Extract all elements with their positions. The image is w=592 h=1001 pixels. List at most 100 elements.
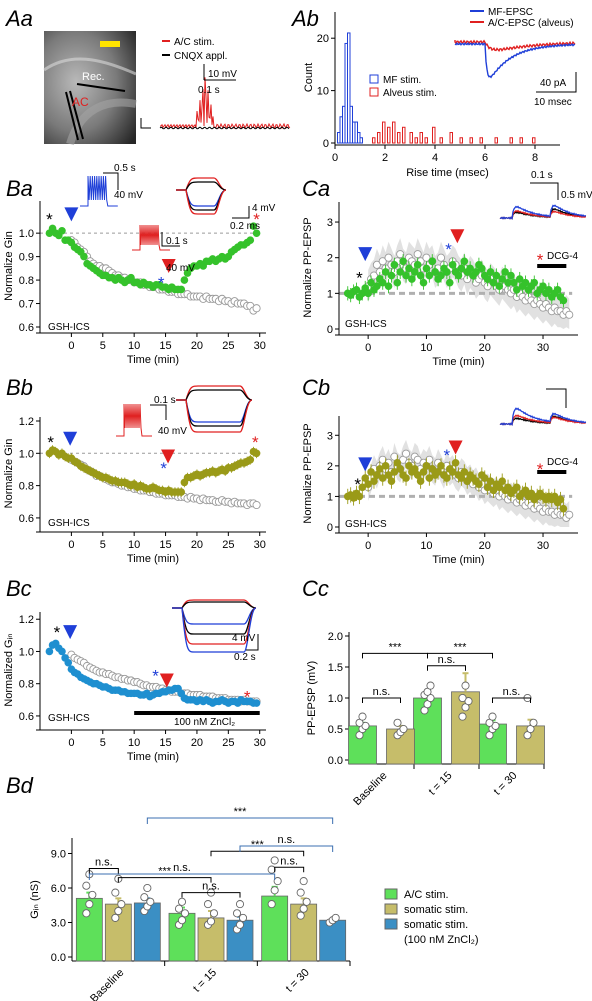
star-marker: * xyxy=(160,459,167,478)
filled-data-point xyxy=(252,229,261,237)
individual-point xyxy=(426,681,435,690)
triangle-marker xyxy=(161,259,176,273)
filled-data-point xyxy=(495,282,504,291)
ab-scale-i: 40 pA xyxy=(540,78,566,89)
open-data-point xyxy=(413,250,422,259)
star-marker: * xyxy=(356,268,363,287)
filled-data-point xyxy=(460,468,469,476)
filled-data-point xyxy=(410,268,419,276)
x-tick-label: 15 xyxy=(159,340,171,352)
bar xyxy=(75,897,103,962)
open-data-point xyxy=(425,455,434,464)
ab-scale-bar xyxy=(536,72,577,93)
open-data-point xyxy=(565,310,574,319)
y-axis-label: Normalize PP-EPSP xyxy=(302,423,314,523)
individual-point xyxy=(111,888,120,897)
y-tick-label: 0.9 xyxy=(19,252,34,264)
filled-data-point xyxy=(431,268,439,276)
x-tick-label: 20 xyxy=(479,342,491,354)
star-marker: * xyxy=(444,446,451,465)
ba-steps-scale xyxy=(232,206,250,219)
voltage-step-trace xyxy=(172,607,257,625)
top-comparison-label: n.s. xyxy=(173,862,191,874)
filled-data-point xyxy=(393,459,402,467)
filled-data-point xyxy=(510,278,518,287)
y-tick-label: 0.8 xyxy=(19,679,34,691)
filled-data-point xyxy=(373,282,381,291)
filled-data-point xyxy=(425,474,434,482)
y-tick-label: 1 xyxy=(327,491,333,503)
y-axis-label: Normalize PP-EPSP xyxy=(302,217,314,317)
x-tick-label: 20 xyxy=(191,539,203,551)
filled-data-point xyxy=(504,483,512,492)
comparison-label: *** xyxy=(454,641,468,653)
y-tick-label: 0.6 xyxy=(19,322,34,334)
individual-point xyxy=(238,913,248,922)
filled-data-point xyxy=(437,271,445,280)
individual-point xyxy=(88,890,97,899)
legend-label: somatic stim. xyxy=(404,904,468,916)
ba-scale-t2: 0.1 s xyxy=(166,236,188,247)
x-tick-label: 8 xyxy=(532,152,538,164)
bb-tag: GSH-ICS xyxy=(48,518,90,529)
y-axis-label: Count xyxy=(303,63,315,92)
filled-data-point xyxy=(454,271,463,280)
category-label: t = 15 xyxy=(426,770,454,798)
bc-voltage-steps-inset xyxy=(172,599,257,653)
filled-data-point xyxy=(355,492,364,501)
individual-point xyxy=(399,724,408,734)
histogram-bar xyxy=(532,137,536,144)
histogram-bar xyxy=(432,126,436,144)
individual-point xyxy=(461,681,470,690)
filled-data-point xyxy=(396,465,405,473)
x-tick-label: 20 xyxy=(479,540,491,552)
filled-data-point xyxy=(550,492,559,501)
individual-point xyxy=(331,913,340,922)
comparison-label: *** xyxy=(389,641,403,653)
open-data-point xyxy=(565,510,574,519)
aa-trace-group: A/C stim. CNQX appl. 10 mV 0.1 s xyxy=(140,37,291,130)
individual-point xyxy=(458,712,467,721)
individual-point xyxy=(296,911,305,920)
panel-label-Bd: Bd xyxy=(6,773,34,798)
filled-data-point xyxy=(419,468,428,476)
histogram-bar xyxy=(397,132,401,144)
top-comparison-label: n.s. xyxy=(277,834,295,846)
stimulation-electrode-2 xyxy=(69,90,84,140)
individual-point xyxy=(529,718,538,727)
individual-point xyxy=(174,904,184,913)
panel-Bd: Bd 0.0 3.0 6.0 9.0 Gᵢₙ (nS) Baseline t = 15 t =… xyxy=(6,773,479,1001)
y-tick-label: 6.0 xyxy=(51,883,66,895)
star-marker: * xyxy=(354,475,361,494)
triangle-marker xyxy=(448,440,463,455)
open-data-point xyxy=(378,257,387,266)
filled-data-point xyxy=(545,285,553,294)
y-tick-label: 1.2 xyxy=(19,614,34,626)
star-marker: * xyxy=(47,433,54,452)
panel-Cc: Cc 0.0 0.5 1.0 1.5 2.0 PP-EPSP (mV) Baseline t … xyxy=(302,576,545,808)
filled-data-point xyxy=(405,264,413,273)
histogram-bar xyxy=(419,132,423,144)
y-axis-label: Normalize Gin xyxy=(3,439,15,509)
panel-label-Aa: Aa xyxy=(4,6,33,31)
filled-data-point xyxy=(480,474,489,482)
filled-data-point xyxy=(521,278,530,287)
hippocampal-slice-image xyxy=(44,31,136,144)
filled-data-point xyxy=(413,261,422,269)
filled-data-point xyxy=(373,471,381,479)
legend-label: Alveus stim. xyxy=(383,88,437,99)
bb-inset-scale xyxy=(150,404,167,420)
individual-point xyxy=(235,900,245,909)
y-tick-label: 1.0 xyxy=(19,646,34,658)
voltage-step-trace xyxy=(176,399,253,433)
filled-data-point xyxy=(559,504,568,513)
filled-data-point xyxy=(390,468,399,476)
y-tick-label: 10 xyxy=(317,86,329,98)
filled-data-point xyxy=(180,276,189,284)
ba-scale-t3: 0.2 ms xyxy=(230,221,260,232)
x-axis-label: Time (min) xyxy=(432,356,484,368)
individual-point xyxy=(143,883,152,893)
histogram-bar xyxy=(372,137,376,144)
